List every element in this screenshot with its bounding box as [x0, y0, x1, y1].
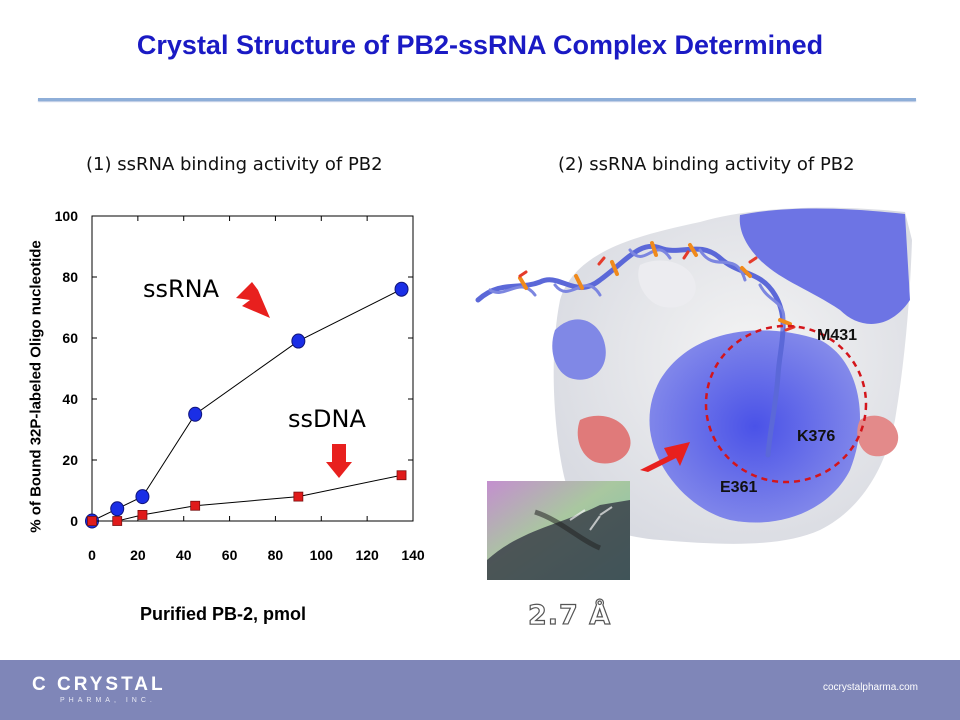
resolution-label: 2.7 Å [527, 599, 612, 631]
left-panel-title: (1) ssRNA binding activity of PB2 [86, 154, 383, 175]
y-tick-label: 20 [62, 452, 78, 468]
title-divider [38, 98, 916, 101]
x-tick-label: 100 [310, 547, 334, 563]
x-tick-label: 0 [88, 547, 96, 563]
company-logo: C CRYSTAL [32, 674, 166, 695]
x-tick-label: 40 [176, 547, 192, 563]
y-tick-label: 60 [62, 330, 78, 346]
company-logo-subtitle: PHARMA, INC. [60, 697, 156, 704]
rna-backbone [475, 241, 796, 458]
y-tick-label: 100 [55, 208, 79, 224]
protein-surface [552, 207, 912, 544]
residue-label-e361: E361 [720, 479, 758, 496]
data-point-ssdna [137, 509, 148, 520]
series-label-ssdna: ssDNA [288, 405, 366, 433]
data-point-ssrna [110, 501, 125, 517]
data-point-ssdna [293, 491, 304, 502]
data-point-ssrna [291, 333, 306, 349]
footer-url: cocrystalpharma.com [822, 682, 918, 693]
data-point-ssrna [135, 489, 150, 505]
ssdna-arrow [326, 444, 352, 478]
binding-site-arrow [640, 442, 690, 472]
residue-label-k376: K376 [797, 428, 836, 445]
binding-site-circle [704, 324, 868, 484]
x-axis-label: Purified PB-2, pmol [140, 604, 307, 624]
right-panel-title: (2) ssRNA binding activity of PB2 [558, 154, 855, 175]
x-tick-label: 120 [355, 547, 379, 563]
y-tick-label: 0 [70, 513, 78, 529]
ssrna-arrow [236, 282, 270, 318]
x-tick-label: 80 [268, 547, 284, 563]
data-point-ssdna [87, 516, 97, 526]
y-tick-label: 80 [62, 269, 78, 285]
x-tick-label: 20 [130, 547, 146, 563]
data-point-ssdna [112, 516, 123, 526]
data-point-ssdna [190, 500, 201, 511]
data-point-ssdna [396, 470, 407, 481]
y-tick-label: 40 [62, 391, 78, 407]
footer-bar [0, 660, 960, 720]
data-point-ssrna [188, 406, 203, 422]
x-tick-label: 140 [401, 547, 425, 563]
data-point-ssrna [394, 281, 409, 297]
x-tick-label: 60 [222, 547, 238, 563]
series-label-ssrna: ssRNA [143, 275, 220, 303]
slide-title: Crystal Structure of PB2-ssRNA Complex D… [136, 30, 824, 60]
crystal-photo [487, 481, 630, 580]
residue-label-m431: M431 [817, 327, 858, 344]
plot-frame [91, 215, 414, 522]
